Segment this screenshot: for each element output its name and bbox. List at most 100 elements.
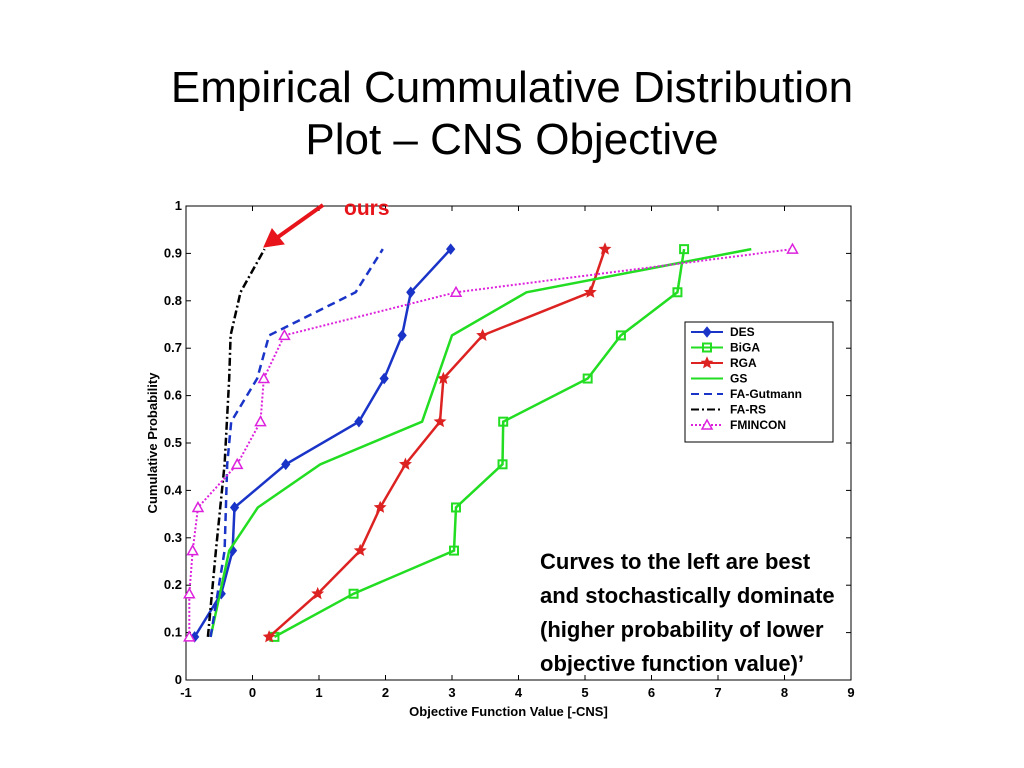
point-biga: [448, 545, 459, 556]
series-gs: [209, 247, 752, 638]
slide-title-line-1: Empirical Cummulative Distribution: [170, 63, 854, 112]
slide-title-line-2: Plot – CNS Objective: [305, 115, 719, 163]
point-rga: [436, 371, 450, 385]
ours-arrow-head: [263, 228, 285, 248]
series-biga: [269, 244, 690, 642]
y-tick-label: 0.4: [164, 482, 183, 497]
series-line-rga: [268, 248, 607, 638]
point-biga: [582, 373, 593, 384]
point-biga: [450, 502, 461, 513]
point-fmincon: [257, 371, 271, 384]
y-tick-label: 0.2: [164, 577, 182, 592]
series-line-gs: [209, 247, 752, 638]
point-fmincon: [449, 285, 463, 298]
series-line-fa-gutmann: [209, 248, 384, 638]
point-des: [379, 372, 389, 385]
legend-label-fa-gutmann: FA-Gutmann: [730, 387, 802, 401]
point-des: [281, 458, 291, 471]
x-tick-label: 9: [847, 685, 854, 700]
point-biga: [497, 459, 508, 470]
y-tick-label: 0.8: [164, 293, 182, 308]
x-tick-label: 6: [648, 685, 655, 700]
legend-label-fa-rs: FA-RS: [730, 403, 766, 417]
y-tick-label: 0: [175, 672, 182, 687]
series-fa-rs: [206, 248, 266, 638]
x-axis-label: Objective Function Value [-CNS]: [409, 704, 608, 719]
x-tick-label: 4: [515, 685, 523, 700]
legend-marker-rga: [700, 356, 714, 369]
y-tick-label: 1: [175, 198, 182, 213]
point-rga: [311, 586, 325, 600]
point-fmincon: [254, 415, 267, 427]
point-des: [406, 286, 416, 299]
legend-marker-des: [702, 326, 712, 338]
legend-label-gs: GS: [730, 372, 747, 386]
x-tick-label: 8: [781, 685, 788, 700]
callout-line-1: Curves to the left are best: [540, 549, 811, 574]
y-tick-label: 0.5: [164, 435, 182, 450]
point-rga: [262, 630, 276, 643]
series-line-fa-rs: [206, 248, 266, 638]
point-fmincon: [183, 587, 196, 599]
x-tick-label: 5: [581, 685, 588, 700]
point-rga: [398, 457, 412, 470]
point-fmincon: [278, 328, 291, 341]
point-rga: [476, 328, 490, 341]
series-line-des: [193, 248, 452, 638]
legend-label-rga: RGA: [730, 356, 757, 370]
callout-line-3: (higher probability of lower: [540, 617, 824, 642]
point-rga: [373, 500, 387, 513]
series-fmincon: [183, 242, 799, 642]
point-biga: [498, 416, 509, 427]
x-tick-label: 7: [714, 685, 721, 700]
x-tick-label: 3: [448, 685, 455, 700]
x-tick-label: 2: [382, 685, 389, 700]
plot-area-frame: [185, 205, 852, 681]
y-tick-label: 0.1: [164, 625, 182, 640]
y-tick-label: 0.7: [164, 340, 182, 355]
point-fmincon: [786, 242, 799, 254]
y-tick-label: 0.9: [164, 245, 182, 260]
ours-arrow-shaft: [276, 203, 325, 239]
point-rga: [353, 543, 367, 557]
point-biga: [672, 287, 683, 298]
point-des: [354, 415, 364, 428]
series-fa-gutmann: [209, 248, 384, 638]
series-des: [190, 243, 456, 643]
legend-label-des: DES: [730, 325, 755, 339]
point-des: [229, 501, 240, 514]
legend-marker-biga: [702, 342, 712, 353]
legend-label-biga: BiGA: [730, 341, 760, 355]
legend-marker-fmincon: [700, 418, 714, 430]
point-des: [446, 243, 456, 255]
legend-frame: [684, 321, 834, 443]
series-rga: [262, 242, 612, 643]
point-biga: [615, 330, 626, 341]
point-fmincon: [191, 500, 205, 513]
point-fmincon: [186, 544, 199, 556]
point-rga: [583, 285, 597, 298]
callout-text: Curves to the left are best and stochast…: [540, 545, 940, 681]
point-rga: [598, 242, 612, 255]
legend-label-fmincon: FMINCON: [730, 418, 786, 432]
slide-title-area: Empirical Cummulative Distribution Plot …: [0, 0, 1024, 163]
point-des: [397, 329, 407, 342]
callout-line-2: and stochastically dominate: [540, 583, 835, 608]
ours-annotation-label: ours: [344, 197, 390, 220]
point-fmincon: [230, 457, 244, 470]
callout-line-4: objective function value)’: [540, 651, 805, 676]
slide-title: Empirical Cummulative Distribution Plot …: [0, 62, 1024, 163]
y-axis-label: Cumulative Probability: [145, 372, 160, 514]
x-tick-label: -1: [180, 685, 192, 700]
point-fmincon: [183, 630, 196, 642]
y-tick-label: 0.3: [164, 530, 182, 545]
point-biga: [348, 588, 359, 599]
point-biga: [679, 244, 690, 255]
x-tick-label: 1: [315, 685, 322, 700]
y-tick-label: 0.6: [164, 388, 182, 403]
point-rga: [433, 414, 447, 428]
series-line-fmincon: [188, 248, 793, 637]
x-tick-label: 0: [249, 685, 256, 700]
